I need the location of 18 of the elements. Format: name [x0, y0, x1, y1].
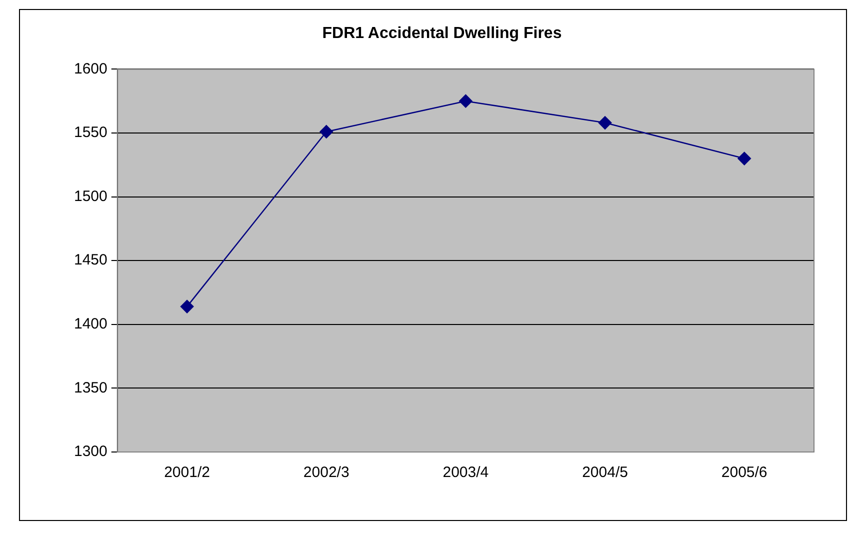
point — [459, 94, 472, 108]
x-tick-label: 2002/3 — [303, 464, 350, 482]
point — [738, 152, 751, 166]
x-tick-label: 2005/6 — [721, 464, 768, 482]
y-tick-label: 1350 — [74, 379, 108, 396]
y-tick-label: 1450 — [74, 252, 108, 269]
point — [320, 125, 334, 138]
y-tick-label: 1300 — [74, 443, 108, 460]
point — [598, 116, 612, 130]
x-tick-label: 2001/2 — [164, 464, 210, 482]
point — [180, 300, 194, 314]
x-tick-label: 2003/4 — [442, 464, 489, 482]
y-tick-label: 1500 — [74, 188, 108, 205]
y-tick-label: 1600 — [74, 60, 108, 78]
y-tick-label: 1550 — [74, 124, 108, 142]
y-tick-label: 1400 — [74, 316, 108, 333]
x-tick-label: 2004/5 — [582, 464, 628, 482]
chart-title: FDR1 Accidental Dwelling Fires — [322, 25, 562, 42]
